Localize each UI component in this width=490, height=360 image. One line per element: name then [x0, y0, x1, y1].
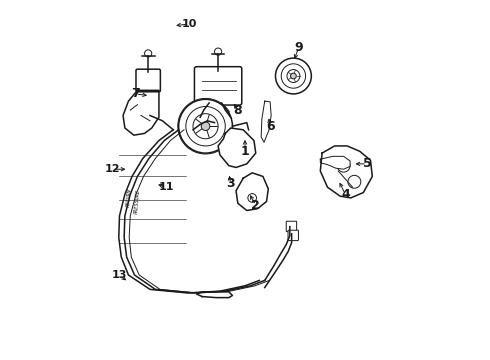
- Circle shape: [248, 194, 256, 202]
- Text: 12: 12: [104, 164, 120, 174]
- Text: 4: 4: [341, 188, 350, 201]
- FancyBboxPatch shape: [195, 67, 242, 105]
- Text: 8: 8: [234, 104, 242, 117]
- Text: PRESSURE: PRESSURE: [134, 189, 141, 214]
- Circle shape: [348, 175, 361, 188]
- Polygon shape: [320, 146, 372, 198]
- Text: 13: 13: [112, 270, 127, 280]
- Text: 6: 6: [266, 120, 274, 133]
- Circle shape: [287, 69, 300, 82]
- Polygon shape: [320, 156, 350, 169]
- Polygon shape: [236, 173, 269, 211]
- FancyBboxPatch shape: [288, 230, 298, 240]
- Text: 2: 2: [251, 199, 260, 212]
- FancyBboxPatch shape: [136, 69, 160, 92]
- Circle shape: [291, 73, 296, 79]
- Text: 11: 11: [158, 182, 174, 192]
- Circle shape: [275, 58, 311, 94]
- Text: RETURN: RETURN: [126, 188, 133, 207]
- Text: 1: 1: [241, 145, 249, 158]
- Text: 5: 5: [363, 157, 371, 170]
- Polygon shape: [196, 292, 232, 298]
- Circle shape: [215, 48, 221, 55]
- Circle shape: [186, 107, 225, 146]
- Text: 7: 7: [131, 87, 140, 100]
- Text: 3: 3: [226, 177, 235, 190]
- Circle shape: [193, 114, 218, 139]
- Polygon shape: [218, 128, 256, 167]
- Text: 9: 9: [294, 41, 303, 54]
- Circle shape: [281, 64, 306, 88]
- Text: 10: 10: [182, 19, 197, 29]
- Circle shape: [337, 159, 350, 172]
- Circle shape: [145, 50, 152, 57]
- Polygon shape: [261, 101, 271, 142]
- Circle shape: [179, 99, 232, 153]
- FancyBboxPatch shape: [286, 221, 296, 231]
- Circle shape: [201, 122, 210, 131]
